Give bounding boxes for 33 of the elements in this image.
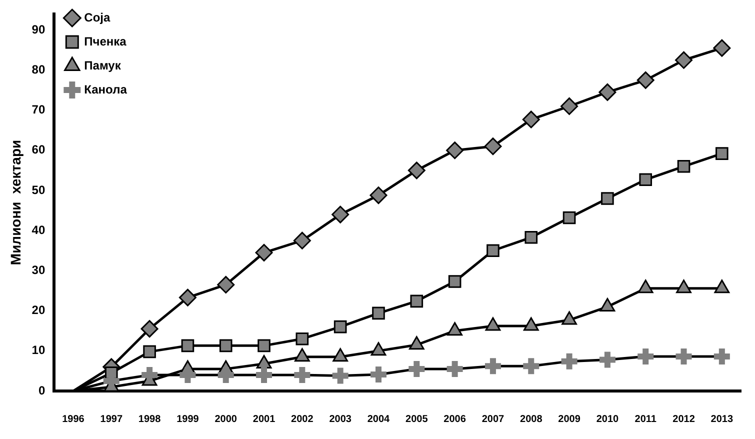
y-axis-title: Милиони хектари — [7, 140, 24, 266]
legend-label: Памук — [84, 58, 122, 72]
y-tick-label: 30 — [32, 262, 46, 277]
y-tick-label: 70 — [32, 102, 46, 117]
x-tick-label: 2008 — [520, 414, 543, 425]
x-tick-label: 2003 — [329, 414, 352, 425]
x-tick-label: 1998 — [138, 414, 162, 425]
x-tick-label: 1999 — [176, 414, 200, 425]
x-tick-label: 2013 — [710, 414, 734, 425]
x-tick-label: 2004 — [367, 414, 390, 425]
x-tick-label: 2010 — [596, 414, 620, 425]
x-tick-label: 1996 — [62, 414, 85, 425]
legend-label: Пченка — [84, 34, 127, 48]
y-tick-label: 80 — [32, 62, 46, 76]
y-tick-label: 20 — [32, 303, 46, 318]
x-tick-label: 1997 — [100, 414, 123, 425]
y-tick-label: 90 — [32, 22, 46, 36]
legend-label: Соја — [84, 10, 110, 24]
x-tick-label: 2002 — [291, 414, 314, 425]
x-tick-label: 2007 — [482, 414, 505, 425]
x-tick-label: 2005 — [406, 414, 428, 425]
x-tick-label: 2006 — [444, 414, 466, 425]
y-tick-label: 60 — [32, 142, 46, 157]
legend-label: Канола — [84, 82, 128, 96]
y-tick-label: 0 — [38, 383, 46, 398]
x-tick-label: 2011 — [634, 414, 657, 425]
y-tick-label: 40 — [32, 222, 46, 237]
x-tick-label: 2000 — [214, 414, 238, 425]
x-tick-label: 2001 — [252, 414, 276, 425]
y-tick-label: 10 — [32, 343, 46, 358]
x-tick-label: 2009 — [558, 414, 581, 425]
y-tick-label: 50 — [32, 182, 46, 197]
x-tick-label: 2012 — [672, 414, 696, 425]
